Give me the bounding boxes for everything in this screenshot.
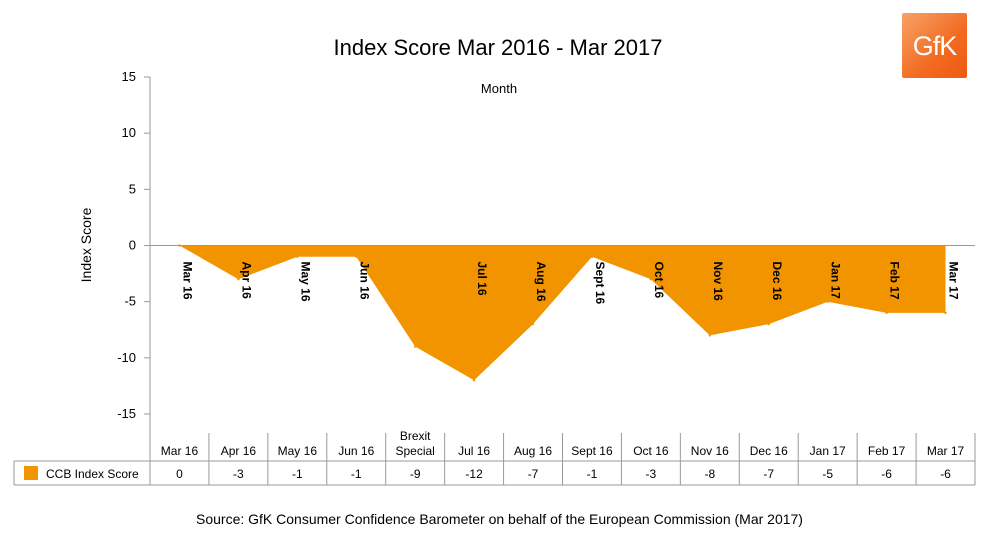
category-axis-label: Sept 16: [593, 262, 607, 305]
chart-subtitle: Month: [481, 81, 517, 96]
table-header-cell: Aug 16: [514, 444, 552, 458]
table-value-cell: -1: [292, 467, 303, 481]
data-point: [767, 322, 770, 326]
table-value-cell: -7: [763, 467, 774, 481]
y-tick-label: 15: [122, 69, 136, 84]
y-tick-label: 10: [122, 125, 136, 140]
table-header-cell: Sept 16: [571, 444, 613, 458]
y-tick-label: -15: [117, 406, 136, 421]
data-point: [708, 334, 711, 337]
gfk-logo: GfK: [902, 13, 967, 78]
category-axis-label: Jan 17: [829, 262, 843, 300]
table-value-cell: -1: [587, 467, 598, 481]
category-axis-label: Nov 16: [711, 262, 725, 302]
data-point: [237, 278, 240, 281]
legend-swatch: [24, 466, 38, 480]
data-point: [590, 255, 594, 258]
chart-title: Index Score Mar 2016 - Mar 2017: [334, 35, 663, 60]
data-point: [296, 255, 299, 258]
table-header-cell: Mar 16: [161, 444, 199, 458]
area-series: [179, 245, 946, 381]
data-point: [531, 322, 535, 326]
category-axis-label: Mar 17: [947, 262, 961, 300]
table-value-cell: -1: [351, 467, 362, 481]
source-note: Source: GfK Consumer Confidence Baromete…: [196, 511, 803, 527]
category-axis-label: Dec 16: [770, 262, 784, 301]
category-axis-label: Apr 16: [239, 262, 253, 300]
table-header-cell: Oct 16: [633, 444, 669, 458]
table-value-cell: 0: [176, 467, 183, 481]
category-axis-label: Mar 16: [180, 262, 194, 300]
table-value-cell: -12: [465, 467, 483, 481]
table-value-cell: -3: [233, 467, 244, 481]
table-value-cell: -9: [410, 467, 421, 481]
data-point: [414, 345, 417, 348]
table-header-cell: Jun 16: [338, 444, 374, 458]
table-header-cell: Brexit: [400, 429, 431, 443]
table-value-cell: -5: [822, 467, 833, 481]
data-point: [472, 379, 476, 382]
y-tick-label: -5: [124, 294, 136, 309]
table-header-cell: Special: [395, 444, 434, 458]
category-axis-label: Jul 16: [475, 262, 489, 296]
table-value-cell: -6: [881, 467, 892, 481]
y-tick-label: 5: [129, 181, 136, 196]
table-value-cell: -6: [940, 467, 951, 481]
table-header-cell: Apr 16: [221, 444, 257, 458]
table-header-cell: May 16: [278, 444, 318, 458]
category-axis-label: Aug 16: [534, 262, 548, 302]
category-axis-label: Jun 16: [357, 262, 371, 300]
category-axis-label: Feb 17: [888, 262, 902, 300]
table-header-cell: Jan 17: [810, 444, 846, 458]
table-header-cell: Mar 17: [927, 444, 965, 458]
data-point: [649, 278, 653, 281]
gfk-logo-text: GfK: [912, 31, 958, 61]
data-point: [944, 311, 947, 315]
data-point: [885, 311, 888, 315]
data-point: [826, 300, 829, 303]
table-value-cell: -7: [528, 467, 539, 481]
y-tick-label: 0: [129, 238, 136, 253]
table-header-cell: Nov 16: [691, 444, 729, 458]
table-header-cell: Jul 16: [458, 444, 490, 458]
y-tick-label: -10: [117, 350, 136, 365]
table-header-cell: Dec 16: [750, 444, 788, 458]
legend-label: CCB Index Score: [46, 467, 139, 481]
table-value-cell: -3: [646, 467, 657, 481]
table-header-cell: Feb 17: [868, 444, 906, 458]
data-point: [355, 255, 358, 258]
category-axis-label: May 16: [298, 262, 312, 302]
y-axis-label: Index Score: [78, 207, 94, 282]
table-value-cell: -8: [704, 467, 715, 481]
category-axis-label: Oct 16: [652, 262, 666, 299]
